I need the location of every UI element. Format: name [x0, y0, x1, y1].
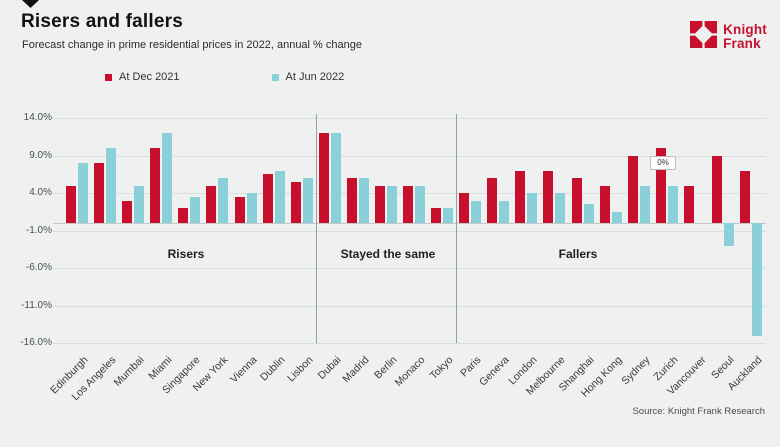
- bar-lisbon-dec-2021: [290, 181, 301, 223]
- bar-sydney-dec-2021: [627, 155, 638, 223]
- legend: At Dec 2021 At Jun 2022: [105, 71, 344, 83]
- bar-zurich-jun-2022: [667, 185, 678, 223]
- gridline--16: [53, 343, 766, 344]
- bar-new-york-jun-2022: [218, 178, 229, 223]
- y-axis-tick-label: -16.0%: [20, 337, 52, 348]
- bar-geneva-jun-2022: [499, 200, 510, 223]
- y-axis-tick-label: -1.0%: [25, 224, 52, 236]
- bar-vienna-dec-2021: [234, 196, 245, 223]
- group-label-fallers: Fallers: [558, 247, 598, 261]
- bar-london-dec-2021: [515, 170, 526, 223]
- group-divider: [456, 114, 458, 343]
- bar-los-angeles-jun-2022: [106, 148, 117, 223]
- zero-baseline: [53, 223, 766, 224]
- group-label-risers: Risers: [167, 247, 205, 261]
- gridline--1: [53, 230, 766, 232]
- bar-paris-jun-2022: [471, 200, 482, 223]
- bar-dublin-jun-2022: [274, 170, 285, 223]
- bar-seoul-dec-2021: [711, 155, 722, 223]
- y-axis-tick-label: 14.0%: [23, 112, 52, 123]
- gridline-9: [53, 155, 766, 157]
- zero-value-annotation: 0%: [650, 156, 676, 170]
- knight-frank-logo: Knight Frank: [690, 21, 767, 53]
- bar-tokyo-jun-2022: [443, 208, 454, 223]
- bar-lisbon-jun-2022: [302, 178, 313, 223]
- bar-zurich-dec-2021: [655, 148, 666, 223]
- legend-item-dec-2021: At Dec 2021: [105, 71, 180, 83]
- gridline-14: [53, 118, 766, 119]
- gridline--6: [53, 268, 766, 269]
- y-axis-tick-label: 4.0%: [29, 187, 52, 198]
- bar-melbourne-dec-2021: [543, 170, 554, 223]
- bar-monaco-dec-2021: [403, 185, 413, 223]
- y-axis-tick-label: -11.0%: [21, 299, 52, 311]
- bar-hong-kong-dec-2021: [599, 185, 610, 223]
- knight-frank-logo-icon: [690, 21, 718, 53]
- legend-label-dec-2021: At Dec 2021: [119, 71, 180, 83]
- bar-madrid-jun-2022: [358, 178, 369, 223]
- bar-sydney-jun-2022: [639, 185, 650, 223]
- bar-vienna-jun-2022: [246, 193, 257, 223]
- bar-madrid-dec-2021: [346, 178, 357, 223]
- bar-mumbai-jun-2022: [134, 185, 145, 223]
- page-title: Risers and fallers: [21, 11, 184, 32]
- legend-swatch-jun-2022: [271, 73, 279, 81]
- source-note: Source: Knight Frank Research: [632, 406, 765, 417]
- y-axis-tick-label: -6.0%: [25, 262, 52, 273]
- bar-mumbai-dec-2021: [122, 200, 133, 223]
- bar-dubai-dec-2021: [318, 133, 329, 223]
- bar-monaco-jun-2022: [415, 185, 425, 223]
- bar-new-york-dec-2021: [206, 185, 217, 223]
- bar-vancouver-dec-2021: [683, 185, 694, 223]
- bar-berlin-dec-2021: [374, 185, 385, 223]
- bar-dubai-jun-2022: [330, 133, 341, 223]
- legend-label-jun-2022: At Jun 2022: [285, 71, 345, 83]
- bar-seoul-jun-2022: [723, 223, 734, 246]
- bar-singapore-jun-2022: [190, 196, 201, 223]
- bar-edinburgh-jun-2022: [78, 163, 88, 223]
- legend-swatch-dec-2021: [105, 73, 112, 81]
- bar-auckland-dec-2021: [740, 170, 750, 223]
- knight-frank-logo-text: Knight Frank: [723, 22, 767, 51]
- bar-melbourne-jun-2022: [555, 193, 566, 223]
- group-label-stayed-the-same: Stayed the same: [340, 247, 436, 261]
- corner-arrow-icon: [22, 0, 39, 8]
- y-axis-tick-label: 9.0%: [29, 149, 52, 161]
- bar-dublin-dec-2021: [262, 174, 273, 223]
- bar-singapore-dec-2021: [178, 208, 189, 223]
- bar-geneva-dec-2021: [487, 178, 498, 223]
- bar-london-jun-2022: [527, 193, 538, 223]
- bar-shanghai-jun-2022: [583, 204, 594, 223]
- bar-berlin-jun-2022: [386, 185, 397, 223]
- bar-los-angeles-dec-2021: [94, 163, 105, 223]
- bar-hong-kong-jun-2022: [611, 211, 622, 223]
- bar-shanghai-dec-2021: [571, 178, 582, 223]
- gridline--11: [53, 305, 766, 307]
- bar-paris-dec-2021: [459, 193, 470, 223]
- bar-auckland-jun-2022: [752, 223, 762, 336]
- bar-edinburgh-dec-2021: [66, 185, 76, 223]
- legend-item-jun-2022: At Jun 2022: [271, 71, 345, 83]
- bar-tokyo-dec-2021: [431, 208, 442, 223]
- bar-miami-dec-2021: [150, 148, 161, 223]
- bar-miami-jun-2022: [162, 133, 173, 223]
- group-divider: [315, 114, 317, 343]
- page-subtitle: Forecast change in prime residential pri…: [22, 39, 362, 51]
